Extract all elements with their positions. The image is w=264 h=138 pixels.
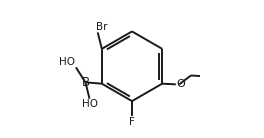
Text: B: B — [81, 76, 89, 89]
Text: HO: HO — [59, 57, 75, 67]
Text: Br: Br — [96, 22, 108, 32]
Text: HO: HO — [82, 99, 97, 109]
Text: F: F — [129, 117, 135, 127]
Text: O: O — [177, 79, 185, 89]
